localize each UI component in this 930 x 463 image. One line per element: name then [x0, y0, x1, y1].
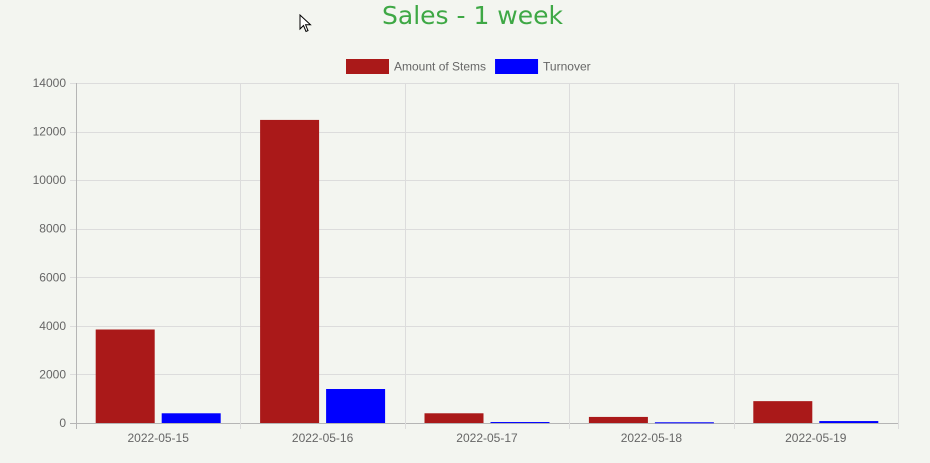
y-tick-label: 0 [59, 416, 66, 430]
y-tick-label: 8000 [39, 222, 66, 236]
mouse-cursor-icon [299, 14, 312, 33]
bar-stems-2022-05-16 [260, 119, 320, 424]
y-tick-label: 4000 [39, 319, 66, 333]
x-tick-label: 2022-05-19 [785, 431, 847, 445]
legend-swatch-stems [346, 59, 389, 74]
x-tick-label: 2022-05-17 [456, 431, 518, 445]
x-tick-label: 2022-05-18 [621, 431, 683, 445]
y-tick-label: 12000 [33, 125, 67, 139]
legend-label-stems: Amount of Stems [394, 60, 486, 74]
legend-label-turnover: Turnover [543, 60, 591, 74]
legend-swatch-turnover [495, 59, 539, 74]
bar-turnover-2022-05-16 [326, 389, 386, 423]
bar-turnover-2022-05-17 [490, 422, 550, 424]
bar-stems-2022-05-15 [95, 329, 155, 423]
bar-turnover-2022-05-18 [654, 422, 714, 424]
y-axis-ticks: 0 2000 4000 6000 8000 10000 12000 14000 [33, 76, 67, 430]
bar-stems-2022-05-18 [588, 416, 648, 423]
legend: Amount of Stems Turnover [346, 59, 591, 74]
y-tick-label: 2000 [39, 367, 66, 381]
chart-title: Sales - 1 week [382, 1, 563, 30]
bar-turnover-2022-05-15 [161, 413, 221, 423]
y-tick-label: 14000 [33, 76, 67, 90]
grid-lines [70, 83, 899, 429]
bar-stems-2022-05-19 [753, 401, 813, 423]
x-axis-ticks: 2022-05-15 2022-05-16 2022-05-17 2022-05-18… [128, 431, 847, 445]
x-tick-label: 2022-05-16 [292, 431, 354, 445]
bar-stems-2022-05-17 [424, 413, 484, 423]
bars [95, 119, 879, 424]
bar-turnover-2022-05-19 [819, 421, 879, 423]
y-tick-label: 6000 [39, 270, 66, 284]
y-tick-label: 10000 [33, 173, 67, 187]
x-tick-label: 2022-05-15 [128, 431, 190, 445]
